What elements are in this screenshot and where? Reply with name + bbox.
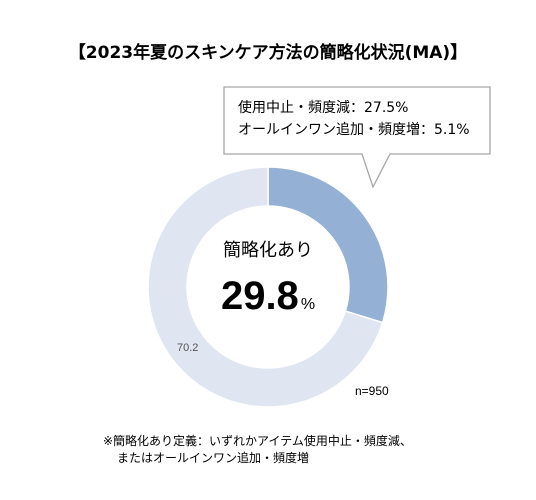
- center-value-number: 29.8: [220, 274, 299, 318]
- slice-label-remaining: 70.2: [177, 342, 199, 354]
- footnote-line-2: またはオールインワン追加・頻度増: [117, 451, 310, 465]
- center-caption: 簡略化あり: [223, 240, 313, 261]
- callout-line-allinone: オールインワン追加・頻度増：5.1%: [238, 122, 470, 138]
- center-value-unit: %: [300, 296, 316, 313]
- sample-size: n=950: [355, 384, 389, 398]
- chart-title: 【2023年夏のスキンケア方法の簡略化状況(MA)】: [68, 43, 468, 63]
- center-value: 29.8%: [0, 274, 536, 319]
- callout-line-discontinue: 使用中止・頻度減：27.5%: [238, 100, 409, 116]
- footnote-line-1: ※簡略化あり定義：いずれかアイテム使用中止・頻度減、: [103, 434, 412, 448]
- donut-slice-remaining: [147, 166, 384, 408]
- callout-text: 使用中止・頻度減：27.5% オールインワン追加・頻度増：5.1%: [238, 97, 470, 141]
- footnote: ※簡略化あり定義：いずれかアイテム使用中止・頻度減、 またはオールインワン追加・…: [103, 433, 412, 467]
